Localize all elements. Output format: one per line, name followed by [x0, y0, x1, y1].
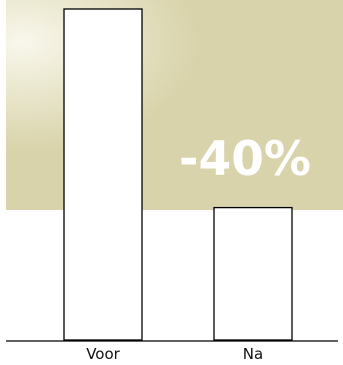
reduction-annotation: -40% [179, 132, 311, 187]
x-tick-labels: Voor Na [86, 345, 263, 363]
bar-na [213, 206, 293, 341]
bar-voor [63, 8, 143, 341]
annotation-panel [6, 0, 343, 210]
x-tick-label-na: Na [243, 345, 263, 363]
x-tick-label-voor: Voor [86, 345, 120, 363]
bars-group [63, 8, 293, 341]
